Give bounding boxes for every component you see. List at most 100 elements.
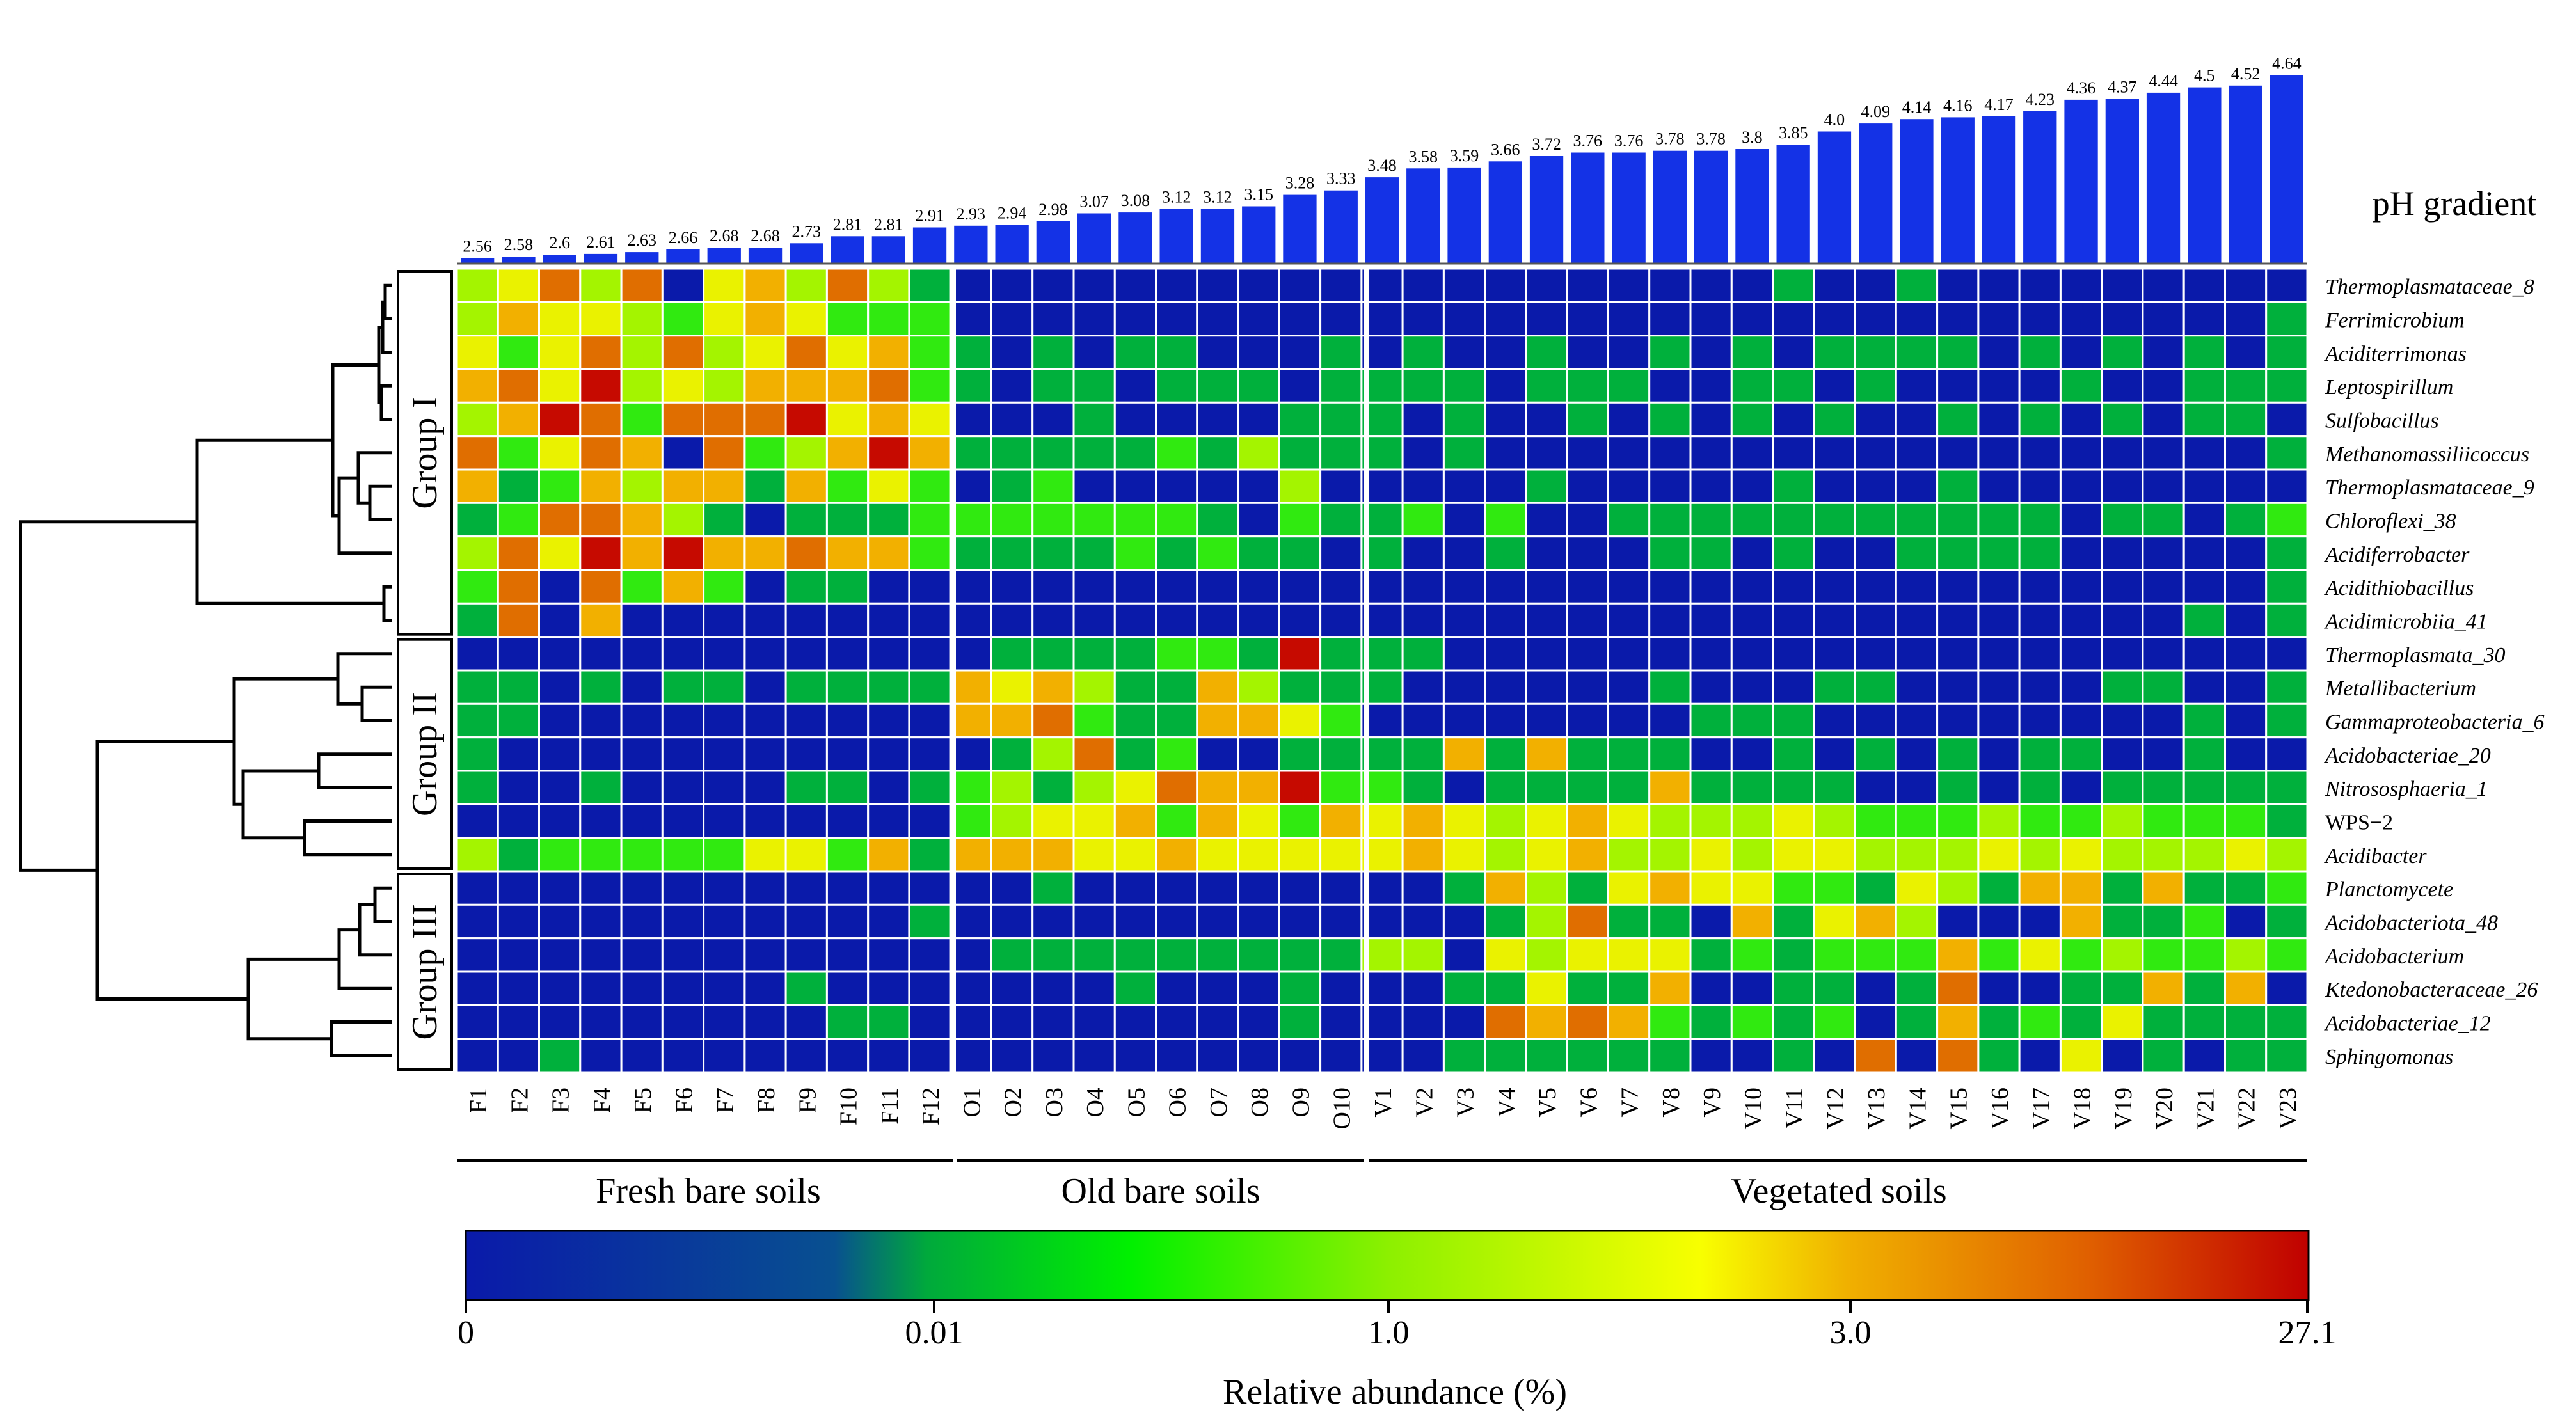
heatmap-cells	[456, 267, 2309, 1073]
heatmap-cell	[1895, 435, 1939, 471]
sample-label: V23	[2275, 1088, 2302, 1129]
taxon-label: Acidithiobacillus	[2324, 576, 2474, 600]
heatmap-cell	[620, 401, 664, 438]
heatmap-cell	[1566, 569, 1609, 605]
heatmap-cell	[2265, 770, 2309, 805]
heatmap-cell	[2018, 301, 2062, 337]
heatmap-cell	[2018, 937, 2062, 973]
heatmap-cell	[1155, 770, 1198, 805]
heatmap-cell	[1813, 770, 1856, 805]
heatmap-cell	[825, 770, 870, 805]
heatmap-cell	[1813, 870, 1856, 906]
heatmap-cell	[990, 468, 1034, 504]
heatmap-cell	[990, 970, 1034, 1006]
heatmap-cell	[1895, 602, 1939, 638]
heatmap-cell	[579, 602, 623, 638]
heatmap-cell	[538, 1038, 582, 1073]
heatmap-cell	[825, 636, 870, 672]
heatmap-cell	[1772, 970, 1815, 1006]
heatmap-cell	[1155, 702, 1198, 739]
heatmap-cell	[2059, 803, 2103, 839]
sample-label: F4	[589, 1088, 616, 1113]
heatmap-cell	[1895, 535, 1939, 571]
color-legend: 0 0.01 1.0 3.0 27.1 Relative abundance (%)	[457, 1230, 2337, 1412]
heatmap-cell	[1442, 267, 1486, 303]
heatmap-cell	[825, 602, 870, 638]
heatmap-cell	[1689, 770, 1733, 805]
heatmap-cell	[1689, 569, 1733, 605]
heatmap-cell	[2101, 770, 2144, 805]
heatmap-cell	[1648, 602, 1692, 638]
heatmap-cell	[1278, 736, 1322, 772]
heatmap-cell	[1237, 736, 1280, 772]
heatmap-cell	[620, 1004, 664, 1040]
dendrogram-branch	[360, 685, 392, 722]
heatmap-cell	[1566, 602, 1609, 638]
heatmap-cell	[1730, 937, 1774, 973]
heatmap-cell	[1607, 535, 1651, 571]
ph-bar-V19	[2105, 99, 2139, 264]
heatmap-cell	[703, 669, 746, 705]
heatmap-cell	[1689, 368, 1733, 404]
heatmap-cell	[1607, 569, 1651, 605]
heatmap-cell	[1196, 702, 1239, 739]
dendrogram-branch	[303, 819, 392, 857]
heatmap-cell	[703, 435, 746, 471]
heatmap-cell	[1237, 870, 1280, 906]
taxon-label: Thermoplasmataceae_8	[2325, 275, 2534, 299]
heatmap-cell	[1278, 401, 1322, 438]
heatmap-cell	[1113, 569, 1157, 605]
heatmap-cell	[2142, 803, 2185, 839]
heatmap-cell	[1113, 602, 1157, 638]
heatmap-cell	[743, 636, 787, 672]
heatmap-cell	[703, 636, 746, 672]
heatmap-cell	[908, 1004, 951, 1040]
heatmap-cell	[1607, 636, 1651, 672]
ph-value-label: 2.66	[669, 228, 698, 247]
sample-label: O6	[1165, 1088, 1191, 1117]
heatmap-cell	[620, 669, 664, 705]
taxon-label: Metallibacterium	[2325, 677, 2476, 700]
heatmap-cell	[1895, 468, 1939, 504]
heatmap-cell	[990, 502, 1034, 538]
soil-type-brackets: Fresh bare soils Old bare soils Vegetate…	[457, 1159, 2307, 1211]
heatmap-cell	[867, 669, 910, 705]
heatmap-cell	[1936, 569, 1980, 605]
heatmap-cell	[456, 636, 499, 672]
heatmap-cell	[2265, 1038, 2309, 1073]
heatmap-cell	[703, 903, 746, 940]
heatmap-cell	[1895, 736, 1939, 772]
heatmap-cell	[1689, 468, 1733, 504]
ph-bar-F10	[831, 236, 864, 264]
heatmap-cell	[825, 669, 870, 705]
heatmap-cell	[661, 267, 705, 303]
heatmap-cell	[1031, 1038, 1075, 1073]
heatmap-cell	[620, 468, 664, 504]
heatmap-cell	[1237, 702, 1280, 739]
heatmap-cell	[1648, 970, 1692, 1006]
heatmap-cell	[2059, 702, 2103, 739]
heatmap-cell	[2142, 468, 2185, 504]
heatmap-cell	[1072, 602, 1116, 638]
heatmap-cell	[1689, 502, 1733, 538]
dendrogram-branch	[379, 384, 392, 421]
heatmap-cell	[1566, 669, 1609, 705]
taxon-label: Gammaproteobacteria_6	[2325, 711, 2544, 734]
heatmap-cell	[1936, 435, 1980, 471]
heatmap-cell	[1648, 803, 1692, 839]
heatmap-cell	[2182, 401, 2226, 438]
dendrogram-branch	[195, 438, 384, 605]
heatmap-cell	[1566, 1004, 1609, 1040]
heatmap-cell	[1895, 837, 1939, 873]
heatmap-cell	[1813, 837, 1856, 873]
taxon-label: Thermoplasmataceae_9	[2325, 476, 2534, 500]
heatmap-cell	[1113, 903, 1157, 940]
heatmap-cell	[703, 401, 746, 438]
heatmap-cell	[2142, 937, 2185, 973]
heatmap-cell	[661, 602, 705, 638]
heatmap-cell	[2018, 669, 2062, 705]
ph-value-label: 2.58	[504, 235, 534, 254]
sample-label: O5	[1123, 1088, 1150, 1117]
heatmap-cell	[1936, 870, 1980, 906]
heatmap-cell	[2224, 602, 2268, 638]
